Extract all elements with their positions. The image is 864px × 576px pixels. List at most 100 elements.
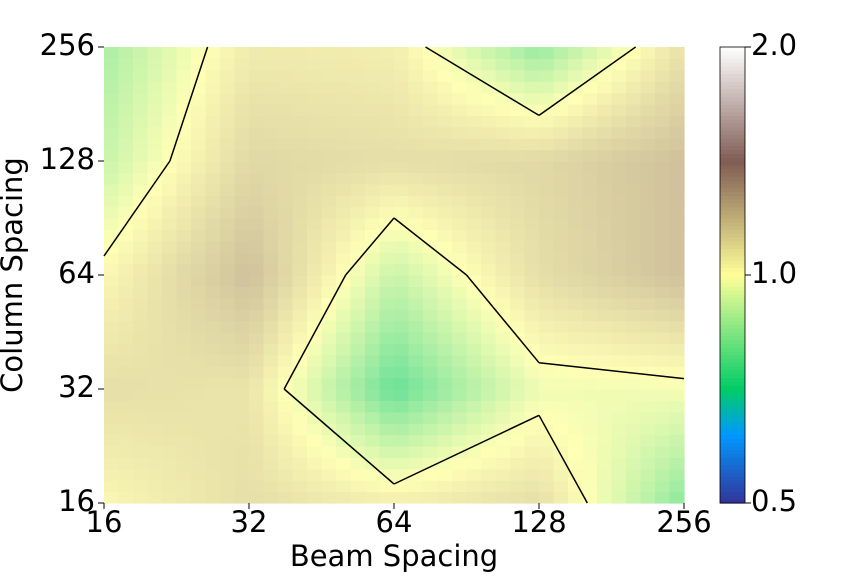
heat-cell xyxy=(292,229,308,242)
heat-cell xyxy=(481,275,497,287)
heat-cell xyxy=(379,434,395,447)
heat-cell xyxy=(582,104,598,116)
heat-cell xyxy=(205,104,221,116)
heat-cell xyxy=(626,354,642,367)
heat-cell xyxy=(162,434,178,447)
heat-cell xyxy=(495,389,511,401)
heat-cell xyxy=(582,115,598,128)
heat-cell xyxy=(365,309,381,322)
heat-cell xyxy=(176,115,192,128)
heat-cell xyxy=(626,58,642,71)
heat-cell xyxy=(669,149,685,162)
heat-cell xyxy=(423,343,439,356)
heat-cell xyxy=(524,400,540,413)
heat-cell xyxy=(568,104,584,116)
heat-cell xyxy=(524,286,540,299)
heat-cell xyxy=(263,457,279,470)
colorbar-cell xyxy=(720,145,745,151)
heat-cell xyxy=(249,47,265,59)
heat-cell xyxy=(655,195,671,208)
heat-cell xyxy=(611,434,627,447)
heat-cell xyxy=(249,69,265,82)
heat-cell xyxy=(278,400,294,413)
heat-cell xyxy=(307,206,323,219)
heat-cell xyxy=(524,446,540,458)
heat-cell xyxy=(553,411,569,424)
heat-cell xyxy=(408,218,424,230)
heat-cell xyxy=(597,480,613,493)
heat-cell xyxy=(104,320,120,333)
heat-cell xyxy=(466,47,482,59)
heat-cell xyxy=(249,400,265,413)
heat-cell xyxy=(321,275,337,287)
heat-cell xyxy=(118,286,134,299)
colorbar-cell xyxy=(720,195,745,200)
heat-cell xyxy=(278,104,294,116)
heat-cell xyxy=(104,81,120,94)
heat-cell xyxy=(553,297,569,310)
heat-cell xyxy=(249,354,265,367)
heat-cell xyxy=(162,206,178,219)
heat-cell xyxy=(582,92,598,105)
colorbar-cell xyxy=(720,487,745,493)
heatmap xyxy=(104,47,685,504)
colorbar-cell xyxy=(720,499,745,504)
heat-cell xyxy=(524,275,540,287)
heat-cell xyxy=(307,252,323,265)
heat-cell xyxy=(118,411,134,424)
heat-cell xyxy=(394,491,410,504)
heat-cell xyxy=(176,206,192,219)
heat-cell xyxy=(292,195,308,208)
heat-cell xyxy=(626,480,642,493)
heat-cell xyxy=(495,480,511,493)
colorbar-cell xyxy=(720,484,745,489)
heat-cell xyxy=(611,286,627,299)
heat-cell xyxy=(539,354,555,367)
heat-cell xyxy=(524,309,540,322)
heat-cell xyxy=(640,138,656,151)
heat-cell xyxy=(379,240,395,253)
heat-cell xyxy=(133,206,149,219)
colorbar-cell xyxy=(720,176,745,181)
heat-cell xyxy=(133,104,149,116)
heat-cell xyxy=(655,47,671,59)
heat-cell xyxy=(626,69,642,82)
heat-cell xyxy=(104,491,120,504)
heat-cell xyxy=(234,297,250,310)
heat-cell xyxy=(220,172,236,185)
heat-cell xyxy=(234,377,250,390)
heat-cell xyxy=(205,297,221,310)
heat-cell xyxy=(611,81,627,94)
heat-cell xyxy=(568,195,584,208)
heat-cell xyxy=(481,115,497,128)
heat-cell xyxy=(365,47,381,59)
heat-cell xyxy=(553,81,569,94)
heat-cell xyxy=(423,47,439,59)
colorbar-cell xyxy=(720,206,745,211)
heat-cell xyxy=(466,343,482,356)
heat-cell xyxy=(104,218,120,230)
heat-cell xyxy=(626,115,642,128)
heat-cell xyxy=(481,161,497,173)
heat-cell xyxy=(510,58,526,71)
heat-cell xyxy=(611,138,627,151)
heat-cell xyxy=(553,309,569,322)
heat-cell xyxy=(234,457,250,470)
heat-cell xyxy=(524,366,540,379)
heat-cell xyxy=(220,320,236,333)
heat-cell xyxy=(205,240,221,253)
heat-cell xyxy=(481,206,497,219)
heat-cell xyxy=(147,389,163,401)
heat-cell xyxy=(263,423,279,436)
heat-cell xyxy=(452,275,468,287)
heat-cell xyxy=(162,457,178,470)
x-tick-label: 32 xyxy=(231,505,268,539)
heat-cell xyxy=(162,263,178,276)
colorbar-tick-label: 0.5 xyxy=(751,484,797,518)
heat-cell xyxy=(437,343,453,356)
heat-cell xyxy=(263,92,279,105)
heat-cell xyxy=(365,468,381,481)
x-tick-label: 256 xyxy=(656,505,711,539)
colorbar-cell xyxy=(720,313,745,318)
heat-cell xyxy=(481,389,497,401)
